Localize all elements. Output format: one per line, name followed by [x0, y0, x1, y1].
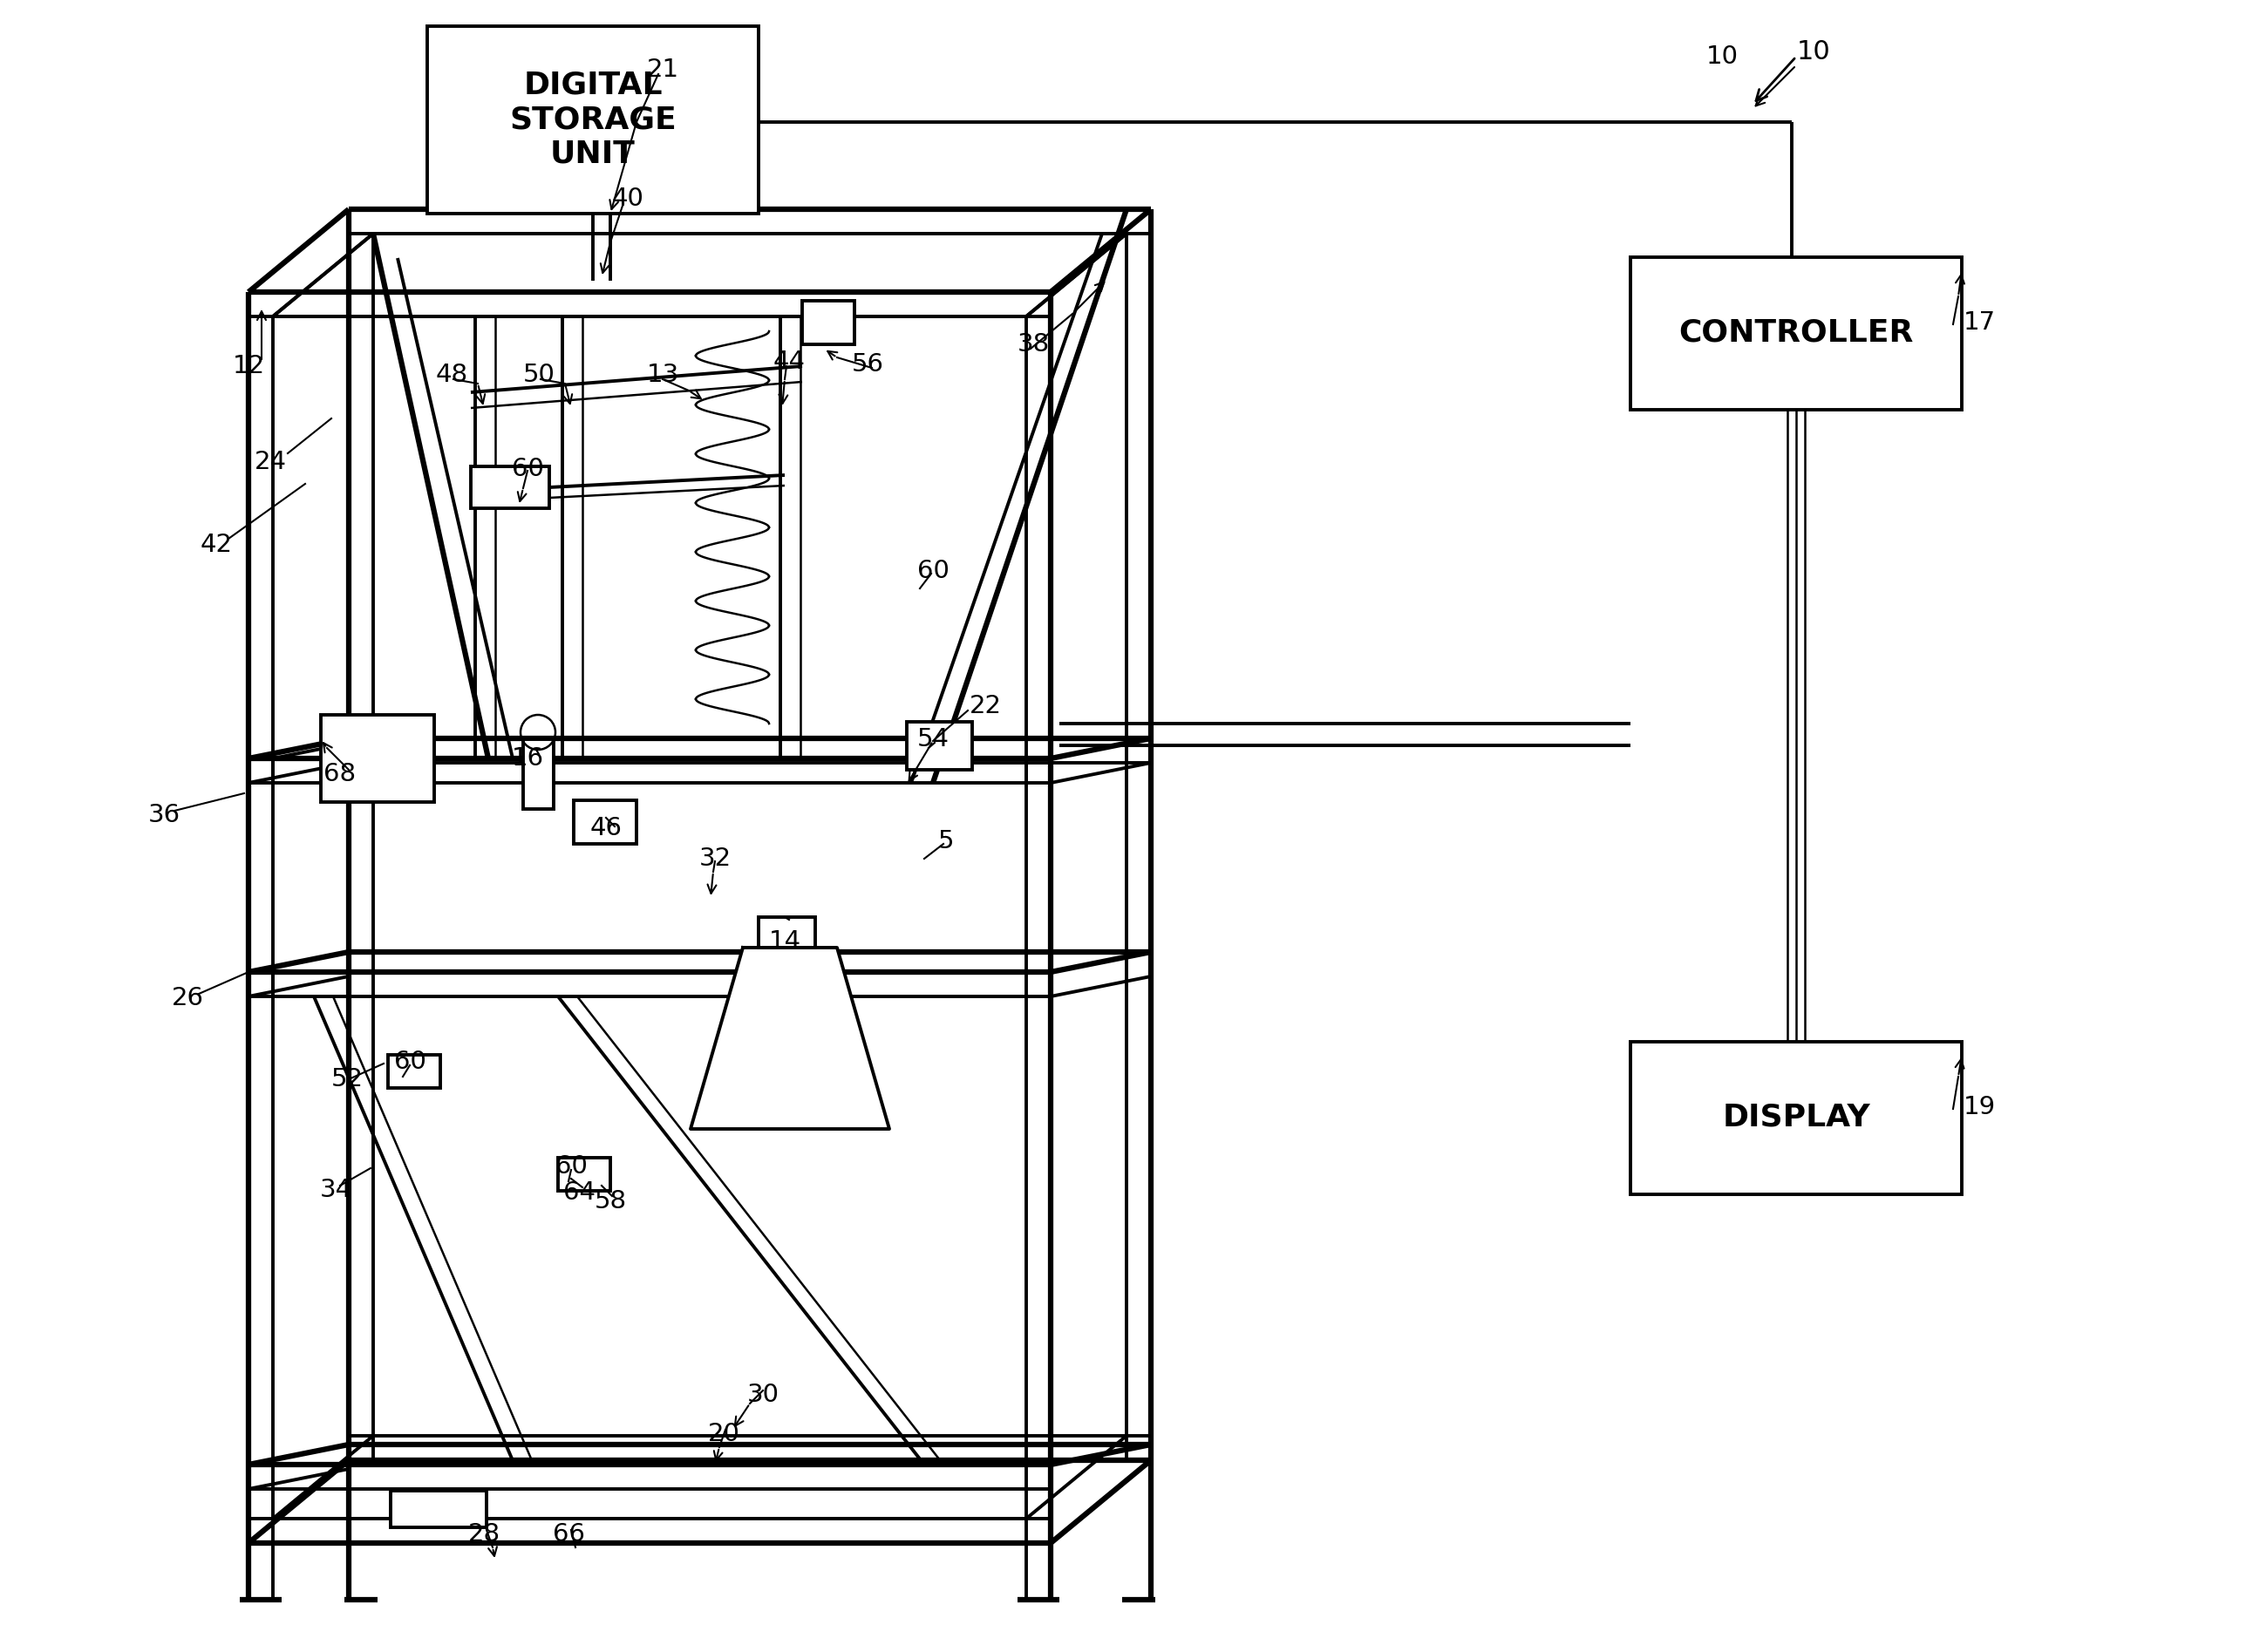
Text: 54: 54: [917, 727, 949, 752]
Bar: [575, 800, 638, 844]
Text: 19: 19: [1962, 1095, 1996, 1120]
Bar: [759, 917, 816, 948]
Text: 44: 44: [773, 350, 804, 373]
Text: 68: 68: [324, 762, 356, 786]
Text: 40: 40: [613, 187, 644, 211]
Text: 60: 60: [917, 558, 949, 583]
Text: 42: 42: [201, 532, 232, 557]
Text: 38: 38: [1016, 332, 1050, 357]
Text: 22: 22: [969, 694, 1000, 719]
Text: 50: 50: [523, 363, 554, 387]
Text: 56: 56: [852, 352, 883, 377]
Text: 5: 5: [937, 829, 953, 854]
Polygon shape: [692, 948, 890, 1128]
Text: 17: 17: [1962, 311, 1996, 335]
Text: DIGITAL
STORAGE
UNIT: DIGITAL STORAGE UNIT: [509, 71, 676, 169]
Bar: [559, 1158, 611, 1191]
Text: 36: 36: [149, 803, 180, 828]
Text: 48: 48: [435, 363, 469, 387]
Text: DISPLAY: DISPLAY: [1721, 1104, 1870, 1132]
Text: 14: 14: [768, 930, 800, 953]
Bar: [471, 466, 550, 509]
Text: 16: 16: [511, 747, 543, 770]
Text: 60: 60: [394, 1049, 426, 1074]
Text: 26: 26: [171, 986, 203, 1011]
Text: 58: 58: [595, 1189, 626, 1214]
Bar: [428, 26, 759, 213]
Text: 28: 28: [469, 1521, 500, 1546]
Text: 32: 32: [698, 846, 732, 871]
Text: 34: 34: [320, 1178, 351, 1203]
Bar: [1631, 258, 1962, 410]
Bar: [390, 1490, 487, 1528]
Bar: [906, 722, 973, 770]
Text: 10: 10: [1796, 40, 1829, 64]
Text: 30: 30: [746, 1383, 780, 1408]
Bar: [320, 715, 435, 801]
Text: 21: 21: [647, 58, 678, 83]
Bar: [523, 738, 554, 809]
Text: 66: 66: [552, 1521, 584, 1546]
Text: 20: 20: [707, 1422, 739, 1446]
Text: 12: 12: [232, 354, 264, 378]
Text: 64: 64: [563, 1181, 597, 1204]
Text: 60: 60: [554, 1155, 588, 1178]
Text: 10: 10: [1706, 45, 1737, 69]
Bar: [1631, 1042, 1962, 1194]
Text: 52: 52: [331, 1067, 363, 1092]
Text: 24: 24: [255, 449, 286, 474]
Text: CONTROLLER: CONTROLLER: [1678, 319, 1913, 349]
Text: 13: 13: [647, 363, 678, 387]
Bar: [388, 1056, 439, 1089]
Text: 46: 46: [590, 816, 622, 841]
Bar: [802, 301, 854, 344]
Text: 60: 60: [511, 458, 543, 481]
